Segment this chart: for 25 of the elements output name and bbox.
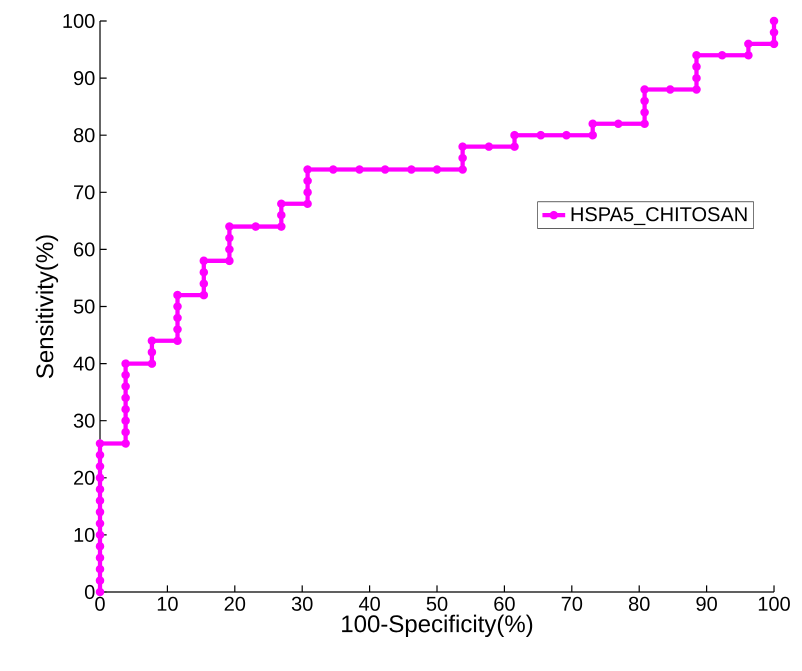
y-tick-label: 60 — [74, 242, 94, 256]
y-tick-label: 90 — [74, 71, 94, 86]
y-axis-title: Sensitivity(%) — [36, 235, 58, 378]
x-tick-label: 60 — [494, 596, 515, 611]
y-tick-label: 20 — [74, 470, 94, 485]
y-tick-label: 100 — [63, 14, 94, 28]
x-axis-title: 100-Specificity(%) — [342, 614, 532, 638]
x-tick-label: 20 — [224, 596, 246, 611]
y-tick-label: 40 — [74, 356, 94, 371]
y-tick-label: 10 — [74, 528, 94, 542]
x-tick-label: 0 — [95, 596, 105, 611]
x-tick-label: 80 — [628, 596, 650, 611]
x-tick-label: 30 — [292, 596, 313, 611]
y-tick-label: 50 — [74, 299, 94, 314]
y-tick-label: 30 — [74, 414, 94, 428]
x-tick-label: 10 — [158, 596, 178, 611]
x-tick-label: 100 — [758, 596, 790, 611]
x-tick-label: 50 — [426, 596, 448, 611]
x-tick-label: 40 — [358, 596, 380, 611]
x-tick-label: 70 — [562, 596, 582, 611]
x-tick-label: 90 — [696, 596, 717, 611]
legend-label: HSPA5_CHITOSAN — [572, 207, 747, 226]
y-tick-label: 0 — [84, 584, 94, 600]
y-tick-label: 80 — [74, 128, 94, 142]
y-tick-label: 70 — [74, 185, 94, 200]
